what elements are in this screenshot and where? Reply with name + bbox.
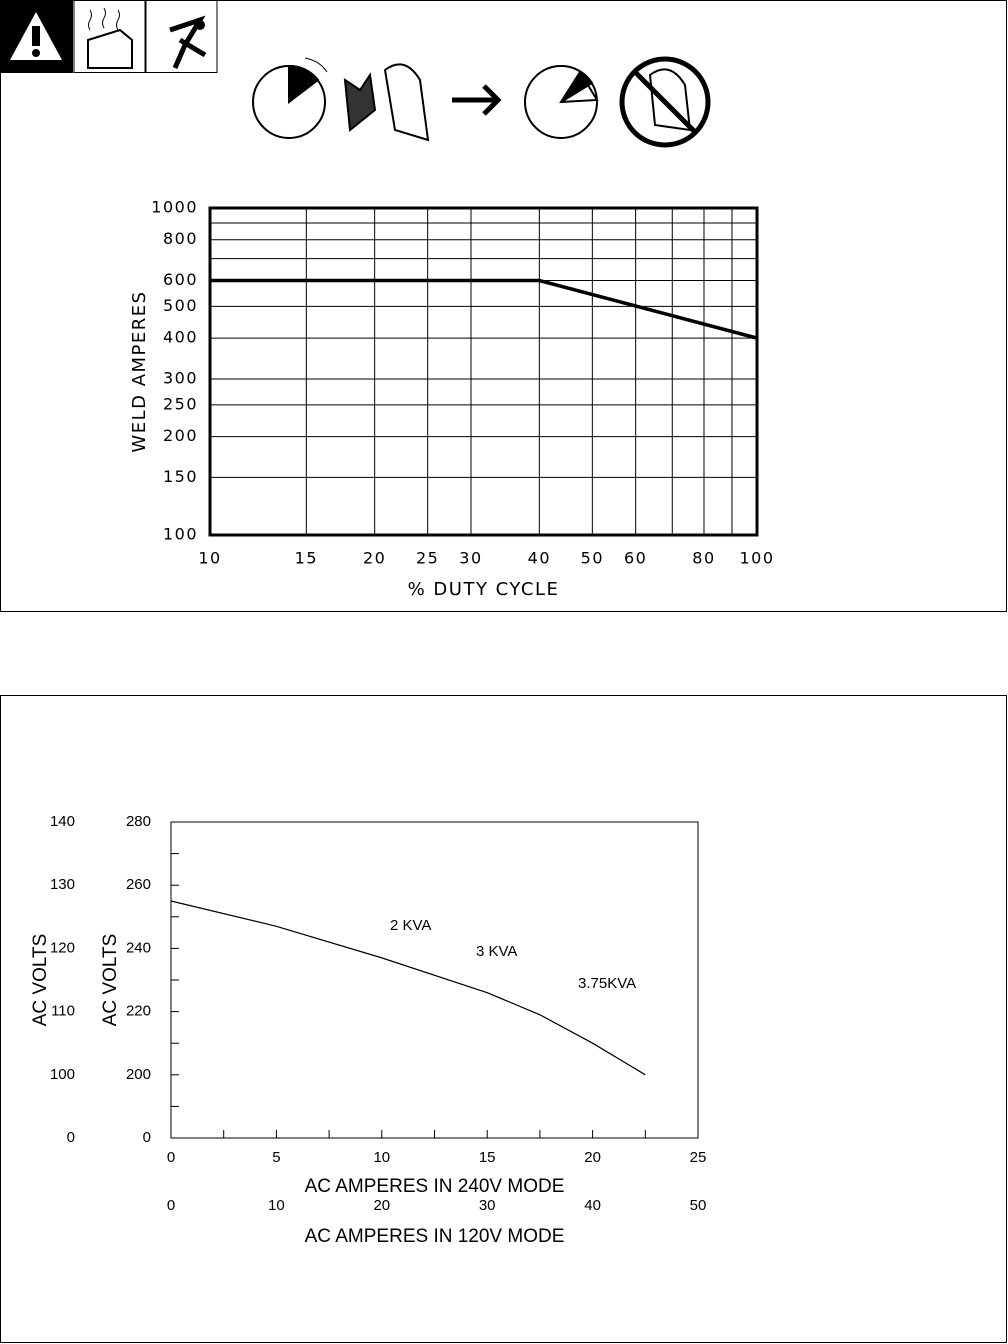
y-tick-label: 250 bbox=[163, 394, 198, 413]
x2-tick-label: 30 bbox=[479, 1197, 496, 1214]
y-axis-label: WELD AMPERES bbox=[129, 290, 150, 452]
y-tick-label: 100 bbox=[163, 525, 198, 544]
x-tick-label: 30 bbox=[459, 549, 482, 568]
data-line bbox=[170, 900, 646, 1076]
warning-icons bbox=[0, 0, 218, 73]
annotation: 3.75KVA bbox=[578, 975, 636, 992]
y-tick-label: 400 bbox=[163, 328, 198, 347]
x-tick-label: 80 bbox=[692, 549, 715, 568]
data-line bbox=[210, 278, 758, 340]
x-tick-label: 20 bbox=[363, 549, 386, 568]
frame bbox=[0, 695, 1007, 1343]
y-tick-label: 200 bbox=[163, 426, 198, 445]
x-axis-label: AC AMPERES IN 240V MODE bbox=[305, 1176, 565, 1197]
y-tick-label: 240 bbox=[126, 939, 151, 956]
annotation: 2 KVA bbox=[390, 917, 431, 934]
x-tick-label: 25 bbox=[690, 1149, 707, 1166]
x-tick-label: 50 bbox=[581, 549, 604, 568]
y-tick-label: 150 bbox=[163, 467, 198, 486]
y2-tick-label: 0 bbox=[67, 1129, 75, 1146]
y-tick-label: 1000 bbox=[151, 198, 198, 217]
y-tick-label: 600 bbox=[163, 270, 198, 289]
y-axis-label: AC VOLTS bbox=[100, 934, 121, 1027]
y2-tick-label: 130 bbox=[50, 876, 75, 893]
y2-tick-label: 100 bbox=[50, 1066, 75, 1083]
annotation: 3 KVA bbox=[476, 943, 517, 960]
x-tick-label: 100 bbox=[739, 549, 774, 568]
y-tick-label: 800 bbox=[163, 229, 198, 248]
x-tick-label: 0 bbox=[167, 1149, 175, 1166]
x-tick-label: 10 bbox=[198, 549, 221, 568]
x-tick-label: 15 bbox=[479, 1149, 496, 1166]
frame bbox=[0, 0, 1007, 612]
plot-frame bbox=[208, 206, 759, 537]
y-tick-label: 300 bbox=[163, 368, 198, 387]
y2-tick-label: 110 bbox=[51, 1003, 75, 1020]
chart: 100 150 200 250 300 400 500 600 800 1000 10 15 20 25 3… bbox=[129, 198, 774, 601]
x-tick-label: 40 bbox=[528, 549, 551, 568]
y-tick-label: 0 bbox=[143, 1129, 151, 1146]
y-tick-label: 500 bbox=[163, 296, 198, 315]
x2-tick-label: 0 bbox=[167, 1197, 175, 1214]
y2-tick-label: 140 bbox=[50, 813, 75, 830]
x-axis-label: % DUTY CYCLE bbox=[408, 579, 560, 600]
y2-axis-label: AC VOLTS bbox=[30, 934, 51, 1027]
x-tick-label: 15 bbox=[295, 549, 318, 568]
x2-tick-label: 40 bbox=[584, 1197, 601, 1214]
y-tick-label: 280 bbox=[126, 813, 151, 830]
y2-tick-label: 120 bbox=[50, 939, 75, 956]
x-tick-label: 25 bbox=[416, 549, 439, 568]
x2-tick-label: 20 bbox=[373, 1197, 390, 1214]
y-tick-label: 200 bbox=[126, 1066, 151, 1083]
x-tick-label: 20 bbox=[584, 1149, 601, 1166]
x2-tick-label: 50 bbox=[690, 1197, 707, 1214]
x-tick-label: 10 bbox=[373, 1149, 390, 1166]
y-tick-label: 260 bbox=[126, 876, 151, 893]
x-tick-label: 5 bbox=[272, 1149, 280, 1166]
x2-axis-label: AC AMPERES IN 120V MODE bbox=[305, 1226, 565, 1247]
duty-cycle-icons bbox=[252, 56, 711, 148]
y-tick-label: 220 bbox=[126, 1003, 151, 1020]
x-tick-label: 60 bbox=[624, 549, 647, 568]
x2-tick-label: 10 bbox=[268, 1197, 285, 1214]
